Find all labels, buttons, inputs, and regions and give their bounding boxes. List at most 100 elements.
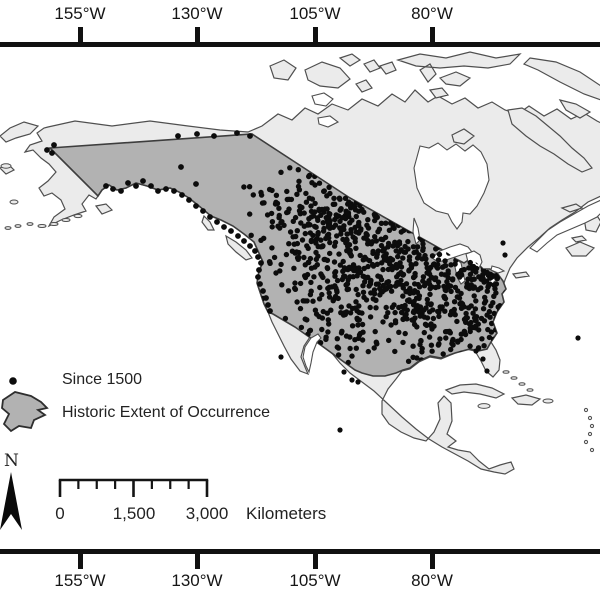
- occurrence-dot: [316, 206, 322, 212]
- occurrence-dot: [103, 183, 109, 189]
- occurrence-dot: [454, 294, 461, 300]
- occurrence-dot: [252, 248, 258, 254]
- occurrence-dot: [473, 265, 480, 272]
- occurrence-dot: [319, 315, 326, 321]
- small-island: [587, 431, 593, 437]
- occurrence-dot: [287, 165, 293, 171]
- occurrence-dot: [349, 217, 355, 223]
- occurrence-dot: [298, 220, 304, 226]
- occurrence-dot: [330, 298, 336, 304]
- occurrence-dot: [325, 317, 331, 323]
- occurrence-dot: [424, 296, 430, 303]
- occurrence-dot: [363, 231, 369, 237]
- occurrence-dot: [200, 208, 206, 214]
- occurrence-dot: [428, 342, 435, 348]
- occurrence-dot: [478, 315, 485, 322]
- hudson-bay: [413, 142, 490, 230]
- occurrence-dot: [398, 269, 404, 276]
- occurrence-dot: [473, 314, 480, 320]
- occurrence-dot: [437, 304, 443, 310]
- occurrence-dot: [467, 343, 473, 349]
- occurrence-dot: [186, 197, 192, 203]
- occurrence-dot: [365, 241, 371, 247]
- occurrence-dot: [335, 345, 342, 351]
- occurrence-dot: [310, 298, 316, 304]
- scale-bar: [58, 478, 209, 497]
- gulf-of-california: [302, 333, 322, 374]
- occurrence-dot: [431, 358, 437, 365]
- occurrence-dot: [468, 319, 474, 326]
- occurrence-dot: [340, 236, 346, 243]
- occurrence-dot: [424, 315, 431, 321]
- occurrence-dot: [471, 293, 477, 299]
- occurrence-dot: [325, 285, 331, 292]
- occurrence-dot: [307, 230, 313, 236]
- small-island: [510, 376, 518, 380]
- occurrence-dot: [438, 362, 445, 368]
- legend-point-swatch: [9, 377, 17, 385]
- occurrence-dot: [359, 321, 366, 328]
- occurrence-dot: [385, 266, 392, 273]
- occurrence-dot: [317, 340, 324, 346]
- occurrence-dot: [361, 265, 367, 272]
- occurrence-dot: [421, 307, 427, 313]
- occurrence-dot: [360, 289, 367, 295]
- occurrence-dot: [248, 232, 254, 238]
- occurrence-dot: [407, 285, 413, 292]
- occurrence-dot: [420, 245, 426, 251]
- occurrence-dot: [292, 285, 298, 291]
- occurrence-dot: [488, 320, 495, 327]
- occurrence-dot: [490, 300, 496, 306]
- occurrence-dot: [400, 293, 406, 299]
- occurrence-dot: [279, 282, 285, 288]
- occurrence-dot: [469, 264, 475, 270]
- occurrence-dot: [240, 297, 246, 303]
- occurrence-dot: [414, 355, 420, 361]
- occurrence-dot: [458, 267, 465, 274]
- occurrence-dot: [273, 270, 279, 276]
- occurrence-dot: [426, 281, 433, 287]
- occurrence-dot: [447, 330, 453, 336]
- occurrence-dot: [448, 288, 454, 295]
- small-island: [0, 163, 12, 169]
- scale-bar-unit-label: Kilometers: [246, 504, 327, 523]
- occurrence-dot: [373, 305, 379, 311]
- occurrence-dot: [300, 298, 306, 304]
- occurrence-dot: [287, 229, 294, 235]
- occurrence-dot: [430, 261, 437, 268]
- occurrence-dot: [422, 321, 429, 327]
- occurrence-dot: [301, 254, 307, 261]
- occurrence-dot: [228, 228, 234, 234]
- occurrence-dot: [355, 322, 361, 328]
- occurrence-dot: [355, 379, 361, 385]
- occurrence-dot: [348, 253, 354, 259]
- occurrence-dot: [481, 343, 487, 349]
- occurrence-dot: [303, 199, 310, 205]
- occurrence-dot: [467, 271, 474, 278]
- occurrence-dot: [448, 359, 454, 365]
- occurrence-dot: [421, 329, 427, 336]
- occurrence-dot: [335, 295, 341, 302]
- occurrence-dot: [328, 307, 334, 313]
- occurrence-dot: [221, 224, 227, 230]
- occurrence-dot: [266, 186, 273, 193]
- occurrence-dot: [363, 256, 369, 262]
- occurrence-dot: [452, 284, 459, 291]
- occurrence-dot: [327, 190, 333, 197]
- occurrence-dot: [313, 249, 319, 256]
- occurrence-dot: [502, 252, 508, 258]
- occurrence-dot: [256, 267, 262, 273]
- occurrence-dot: [338, 310, 344, 316]
- occurrence-dot: [282, 315, 289, 322]
- occurrence-dot: [475, 321, 481, 327]
- occurrence-dot: [426, 334, 433, 340]
- occurrence-dot: [443, 301, 450, 307]
- occurrence-dot: [343, 309, 350, 315]
- occurrence-dot: [278, 169, 284, 175]
- occurrence-dot: [155, 188, 161, 194]
- small-island: [587, 415, 593, 421]
- occurrence-dot: [429, 348, 435, 354]
- occurrence-dot: [450, 342, 456, 348]
- occurrence-dot: [286, 206, 292, 212]
